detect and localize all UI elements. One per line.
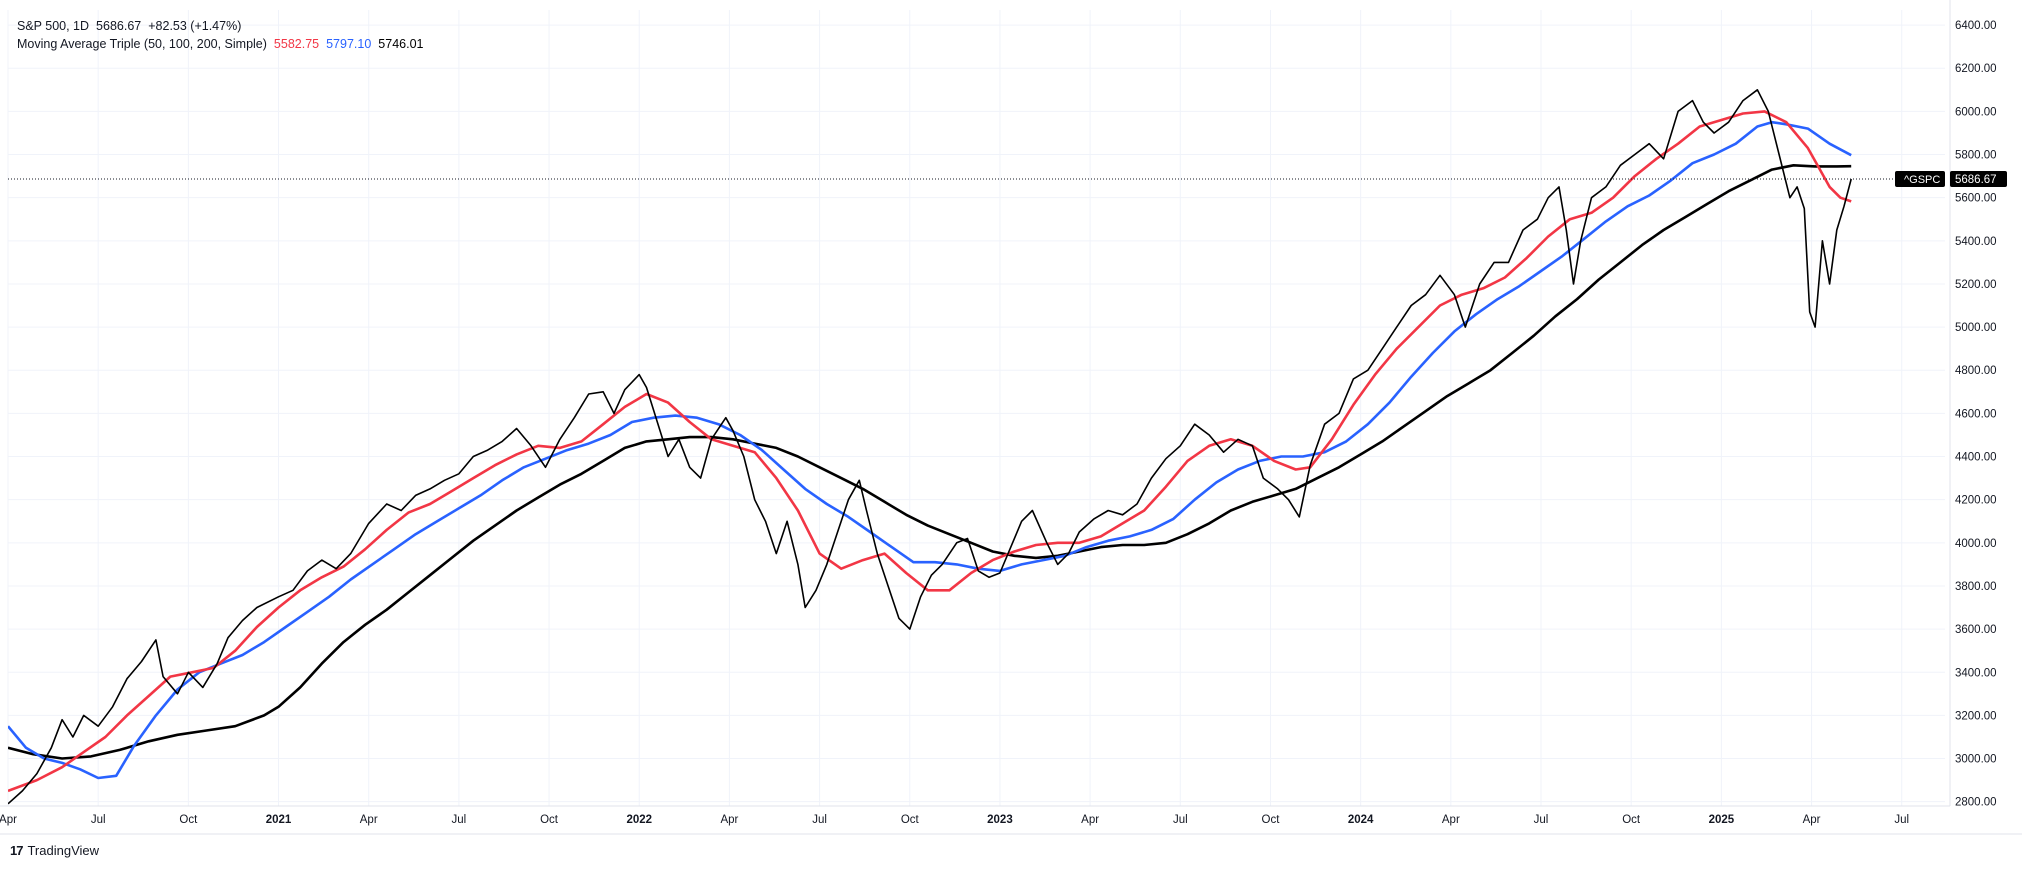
x-tick-label: Apr (1803, 814, 1821, 826)
y-tick-label: 4200.00 (1955, 495, 1997, 507)
x-tick-label: Jul (452, 814, 467, 826)
legend-ma50-value: 5582.75 (273, 37, 320, 51)
x-tick-label: Oct (1262, 814, 1281, 826)
y-tick-label: 5600.00 (1955, 193, 1997, 205)
last-price-tag (1950, 170, 2007, 187)
chart-legend: S&P 500, 1D 5686.67 +82.53 (+1.47%) Moving… (17, 17, 430, 53)
x-tick-label: Jul (1894, 814, 1909, 826)
legend-symbol-row[interactable]: S&P 500, 1D 5686.67 +82.53 (+1.47%) (17, 17, 430, 35)
grid-layer (7, 10, 1945, 806)
y-tick-label: 6400.00 (1955, 20, 1997, 32)
x-tick-label: Oct (179, 814, 198, 826)
axis-layer[interactable]: 2800.00 3000.00 3200.00 3400.00 3600.00 3800.… (0, 0, 2022, 835)
tradingview-name: TradingView (27, 843, 100, 858)
legend-change: +82.53 (+1.47%) (148, 19, 242, 33)
x-tick-label: Apr (1442, 814, 1460, 826)
y-tick-label: 2800.00 (1955, 797, 1997, 809)
price-tag-layer: ^GSPC 5686.67 (8, 170, 2007, 187)
x-tick-label: Apr (720, 814, 738, 826)
x-tick-label: 2022 (626, 814, 652, 826)
legend-ma200-value: 5746.01 (378, 37, 424, 51)
last-price-tag-label: 5686.67 (1955, 174, 1997, 186)
y-tick-label: 5200.00 (1955, 279, 1997, 291)
y-tick-label: 5400.00 (1955, 236, 1997, 248)
x-tick-label: Apr (1081, 814, 1099, 826)
x-tick-label: Apr (360, 814, 378, 826)
legend-indicator-row[interactable]: Moving Average Triple (50, 100, 200, Sim… (17, 35, 430, 53)
tradingview-logo-icon: 17 (10, 843, 24, 858)
y-tick-label: 6200.00 (1955, 63, 1997, 75)
y-tick-label: 4600.00 (1955, 408, 1997, 420)
x-tick-label: 2021 (266, 814, 292, 826)
ticker-tag-label: ^GSPC (1904, 174, 1940, 186)
y-tick-label: 5000.00 (1955, 322, 1997, 334)
x-tick-label: 2025 (1709, 814, 1735, 826)
legend-indicator-name: Moving Average Triple (50, 100, 200, Sim… (17, 37, 267, 51)
series-line-ma-100 (8, 120, 1852, 780)
series-line-ma-200 (8, 164, 1852, 760)
x-tick-label: Jul (812, 814, 827, 826)
y-tick-label: 3600.00 (1955, 624, 1997, 636)
x-tick-label: 2024 (1348, 814, 1374, 826)
y-tick-label: 4800.00 (1955, 365, 1997, 377)
series-line-ma-50 (8, 110, 1852, 793)
x-tick-label: Oct (901, 814, 920, 826)
legend-last-price: 5686.67 (96, 19, 142, 33)
x-tick-label: Jul (91, 814, 106, 826)
y-tick-label: 5800.00 (1955, 150, 1997, 162)
series-line-s-p-500 (8, 89, 1852, 805)
y-tick-label: 3200.00 (1955, 710, 1997, 722)
x-tick-label: Apr (0, 814, 17, 826)
y-tick-label: 3400.00 (1955, 667, 1997, 679)
tradingview-brand[interactable]: 17 TradingView (10, 843, 99, 858)
y-tick-label: 3800.00 (1955, 581, 1997, 593)
y-tick-label: 4400.00 (1955, 452, 1997, 464)
y-tick-label: 3000.00 (1955, 754, 1997, 766)
legend-ma100-value: 5797.10 (326, 37, 372, 51)
x-tick-label: Jul (1173, 814, 1188, 826)
legend-symbol: S&P 500, 1D (17, 19, 90, 33)
x-tick-label: Jul (1534, 814, 1549, 826)
series-layer (8, 89, 1852, 805)
x-tick-label: 2023 (987, 814, 1013, 826)
x-tick-label: Oct (1622, 814, 1641, 826)
x-tick-label: Oct (540, 814, 559, 826)
y-tick-label: 4000.00 (1955, 538, 1997, 550)
ticker-tag (1895, 170, 1945, 187)
y-tick-label: 6000.00 (1955, 106, 1997, 118)
